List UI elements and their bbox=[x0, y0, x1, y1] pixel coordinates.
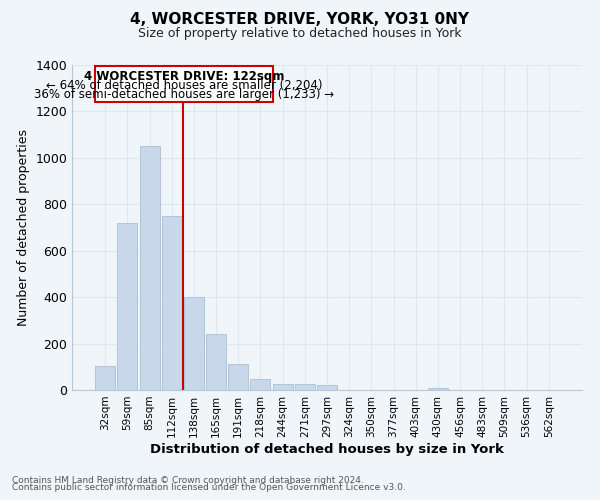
Text: ← 64% of detached houses are smaller (2,204): ← 64% of detached houses are smaller (2,… bbox=[46, 79, 322, 92]
Bar bbox=[95, 366, 115, 390]
Bar bbox=[140, 146, 160, 390]
Bar bbox=[162, 216, 182, 390]
Text: Size of property relative to detached houses in York: Size of property relative to detached ho… bbox=[138, 28, 462, 40]
Bar bbox=[250, 379, 271, 390]
Text: Contains HM Land Registry data © Crown copyright and database right 2024.: Contains HM Land Registry data © Crown c… bbox=[12, 476, 364, 485]
Bar bbox=[118, 224, 137, 390]
Text: 36% of semi-detached houses are larger (1,233) →: 36% of semi-detached houses are larger (… bbox=[34, 88, 334, 101]
Text: 4 WORCESTER DRIVE: 122sqm: 4 WORCESTER DRIVE: 122sqm bbox=[84, 70, 284, 82]
Bar bbox=[228, 364, 248, 390]
Bar bbox=[295, 384, 315, 390]
Y-axis label: Number of detached properties: Number of detached properties bbox=[17, 129, 30, 326]
X-axis label: Distribution of detached houses by size in York: Distribution of detached houses by size … bbox=[150, 442, 504, 456]
Bar bbox=[317, 386, 337, 390]
Bar bbox=[184, 297, 204, 390]
Bar bbox=[272, 384, 293, 390]
Bar bbox=[206, 334, 226, 390]
Text: Contains public sector information licensed under the Open Government Licence v3: Contains public sector information licen… bbox=[12, 484, 406, 492]
Text: 4, WORCESTER DRIVE, YORK, YO31 0NY: 4, WORCESTER DRIVE, YORK, YO31 0NY bbox=[131, 12, 470, 28]
Bar bbox=[428, 388, 448, 390]
FancyBboxPatch shape bbox=[95, 66, 272, 102]
